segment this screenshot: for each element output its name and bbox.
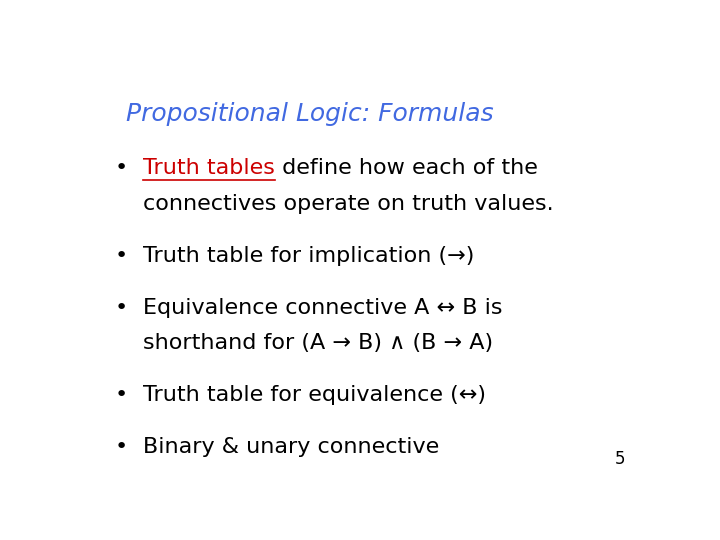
Text: 5: 5 (615, 450, 626, 468)
Text: Truth tables: Truth tables (143, 158, 275, 178)
Text: Truth table for equivalence (↔): Truth table for equivalence (↔) (143, 385, 486, 405)
Text: Truth table for implication (→): Truth table for implication (→) (143, 246, 474, 266)
Text: Propositional Logic: Formulas: Propositional Logic: Formulas (126, 102, 494, 126)
Text: shorthand for (A → B) ∧ (B → A): shorthand for (A → B) ∧ (B → A) (143, 333, 493, 353)
Text: define how each of the: define how each of the (275, 158, 538, 178)
Text: •: • (115, 246, 128, 266)
Text: •: • (115, 158, 128, 178)
Text: •: • (115, 298, 128, 318)
Text: Equivalence connective A ↔ B is: Equivalence connective A ↔ B is (143, 298, 503, 318)
Text: •: • (115, 385, 128, 405)
Text: •: • (115, 437, 128, 457)
Text: connectives operate on truth values.: connectives operate on truth values. (143, 194, 554, 214)
Text: Binary & unary connective: Binary & unary connective (143, 437, 439, 457)
